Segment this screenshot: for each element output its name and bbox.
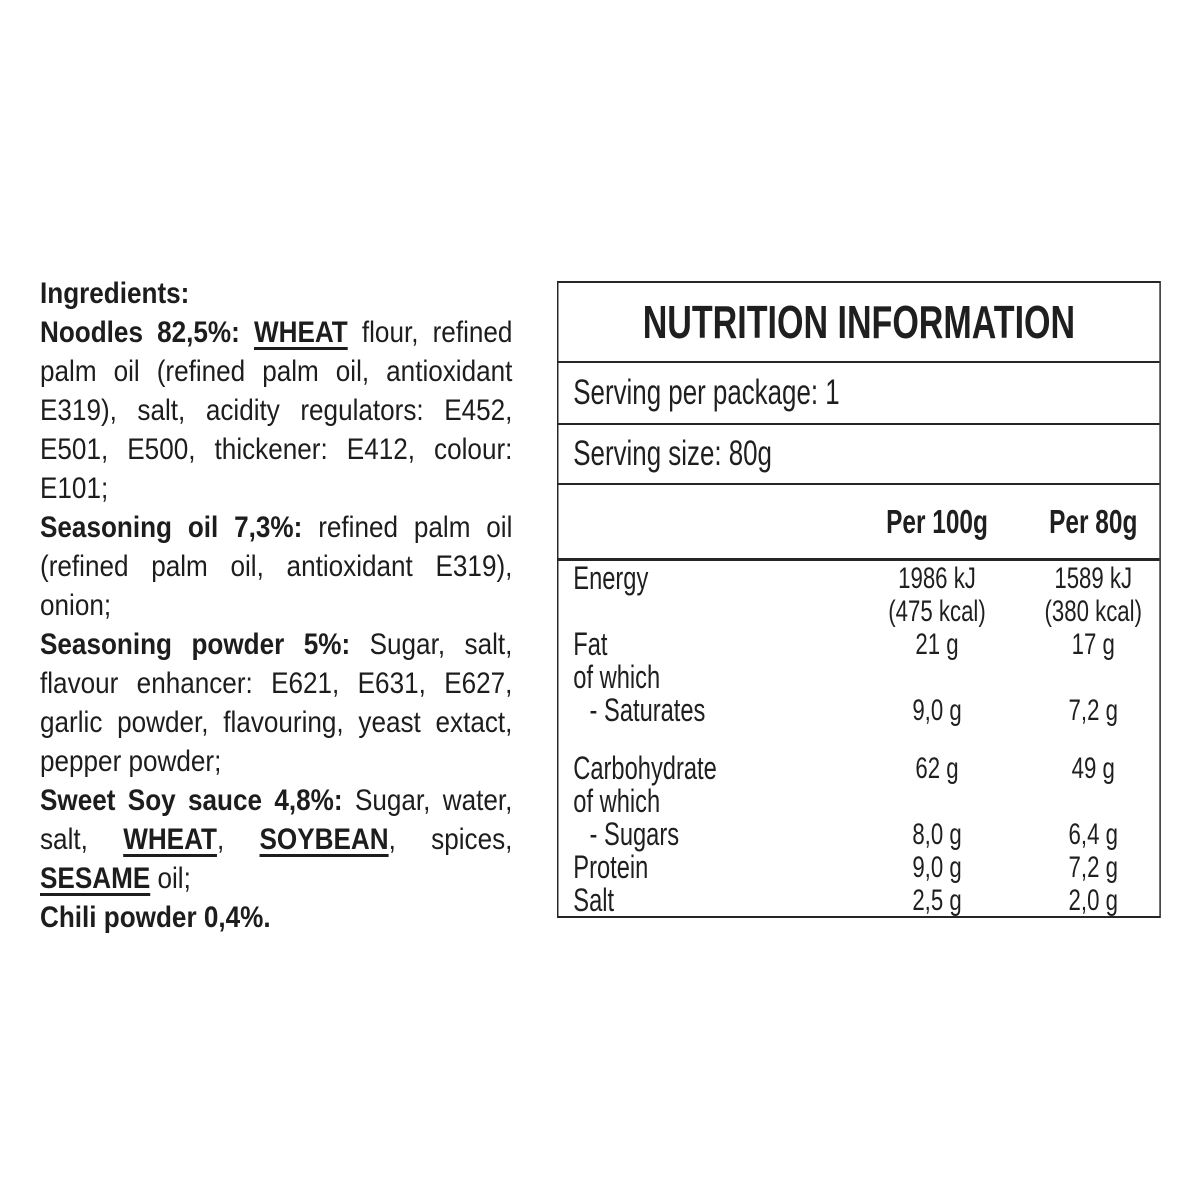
ingredient-label: Ingredients: (40, 277, 190, 310)
ingredient-text: oil; (150, 862, 191, 895)
ingredients-line: Noodles 82,5%: WHEAT flour, refined (40, 313, 512, 352)
allergen-text: SESAME (40, 862, 151, 895)
ingredient-text: E101; (40, 472, 109, 505)
ingredient-text: , spices, (388, 823, 513, 856)
nutrient-label: of which (573, 783, 661, 819)
ingredient-text: E501, E500, thickener: E412, colour: (40, 433, 513, 466)
ingredients-line: Ingredients: (40, 274, 512, 313)
nutrient-label: Fat (573, 626, 608, 662)
ingredients-line: pepper powder; (40, 742, 512, 781)
ingredient-label: Seasoning oil 7,3%: (40, 511, 319, 544)
column-header-per-100g: Per 100g (886, 502, 988, 540)
allergen-text: WHEAT (253, 316, 348, 349)
table-row: of which (558, 661, 1159, 694)
ingredient-text: Sugar, water, (354, 784, 513, 817)
ingredient-text: garlic powder, flavouring, yeast extact, (40, 706, 513, 739)
value-per-80g: 2,0 g (1068, 884, 1118, 916)
ingredients-line: Seasoning powder 5%: Sugar, salt, (40, 625, 512, 664)
value-per-100g: 62 g (915, 752, 959, 785)
ingredients-line: Sweet Soy sauce 4,8%: Sugar, water, (40, 781, 512, 820)
ingredients-line: E319), salt, acidity regulators: E452, (40, 391, 512, 430)
table-row: - Sugars 8,0 g 6,4 g (558, 816, 1159, 852)
nutrient-label: Protein (573, 849, 649, 885)
ingredients-section: Ingredients: Noodles 82,5%: WHEAT flour, … (40, 274, 512, 937)
nutrition-title: NUTRITION INFORMATION (558, 283, 1160, 363)
value-per-80g (1027, 785, 1159, 818)
value-per-80g: 49 g (1071, 752, 1115, 785)
ingredients-line: palm oil (refined palm oil, antioxidant (40, 352, 512, 391)
value-per-100g: 1986 kJ (898, 562, 976, 595)
table-row: of which (558, 785, 1159, 818)
allergen-text: WHEAT (123, 823, 217, 856)
table-row: Carbohydrate 62 g 49 g (558, 750, 1159, 786)
ingredient-text: salt, (40, 823, 124, 856)
allergen-text: SOYBEAN (259, 823, 389, 856)
ingredient-text: palm oil (refined palm oil, antioxidant (40, 355, 513, 388)
value-per-100g: 2,5 g (912, 884, 962, 916)
ingredients-line: flavour enhancer: E621, E631, E627, (40, 664, 512, 703)
ingredient-text: (refined palm oil, antioxidant E319), (40, 550, 513, 583)
value-per-100g: 21 g (915, 628, 959, 661)
column-header-row: Per 100g Per 80g (558, 485, 1160, 561)
ingredient-text: E319), salt, acidity regulators: E452, (40, 394, 513, 427)
ingredients-line: Chili powder 0,4%. (40, 898, 512, 937)
ingredients-line: SESAME oil; (40, 859, 512, 898)
serving-per-package: Serving per package: 1 (558, 363, 1160, 425)
ingredient-text: , (216, 823, 260, 856)
value-per-100g (847, 661, 1027, 694)
value-per-100g: 8,0 g (912, 818, 962, 851)
table-spacer (558, 727, 1159, 752)
nutrient-label: of which (573, 659, 661, 695)
value-per-80g: 7,2 g (1068, 851, 1118, 884)
value-per-100g: (475 kcal) (888, 595, 986, 628)
value-per-80g (1027, 661, 1159, 694)
ingredient-label: Seasoning powder 5%: (40, 628, 370, 661)
ingredients-line: E101; (40, 469, 512, 508)
ingredient-label: Noodles 82,5%: (40, 316, 254, 349)
ingredients-line: E501, E500, thickener: E412, colour: (40, 430, 512, 469)
ingredient-text: pepper powder; (40, 745, 222, 778)
value-per-100g: 9,0 g (912, 694, 962, 727)
nutrient-label: Salt (573, 882, 615, 917)
table-row: Energy 1986 kJ 1589 kJ (558, 561, 1159, 596)
ingredient-text: flour, refined (347, 316, 513, 349)
table-row: Salt 2,5 g 2,0 g (558, 882, 1159, 917)
table-row: - Saturates 9,0 g 7,2 g (558, 692, 1159, 728)
value-per-80g: (380 kcal) (1044, 595, 1142, 628)
nutrient-label: Carbohydrate (573, 750, 717, 786)
nutrient-label: - Saturates (589, 692, 706, 728)
ingredient-text: Sugar, salt, (369, 628, 513, 661)
ingredient-text: onion; (40, 589, 112, 622)
value-per-80g: 6,4 g (1068, 818, 1118, 851)
ingredient-text: refined palm oil (318, 511, 513, 544)
nutrient-label: Energy (573, 561, 649, 596)
ingredients-line: Seasoning oil 7,3%: refined palm oil (40, 508, 512, 547)
ingredient-label: Sweet Soy sauce 4,8%: (40, 784, 355, 817)
table-row: Protein 9,0 g 7,2 g (558, 849, 1159, 885)
ingredients-line: garlic powder, flavouring, yeast extact, (40, 703, 512, 742)
ingredients-line: salt, WHEAT, SOYBEAN, spices, (40, 820, 512, 859)
nutrition-body: Energy 1986 kJ 1589 kJ (475 kcal) (380 kcal)… (558, 561, 1159, 917)
nutrient-label: - Sugars (589, 816, 680, 852)
nutrition-section: NUTRITION INFORMATION Serving per packag… (557, 281, 1161, 918)
ingredients-line: onion; (40, 586, 512, 625)
value-per-100g: 9,0 g (912, 851, 962, 884)
nutrient-label (558, 595, 846, 628)
ingredients-line: (refined palm oil, antioxidant E319), (40, 547, 512, 586)
ingredient-text: flavour enhancer: E621, E631, E627, (40, 667, 513, 700)
value-per-80g: 17 g (1071, 628, 1115, 661)
nutrition-table: NUTRITION INFORMATION Serving per packag… (557, 281, 1161, 918)
ingredients-text: Ingredients: Noodles 82,5%: WHEAT flour, … (40, 274, 512, 937)
value-per-80g: 1589 kJ (1054, 562, 1133, 595)
column-header-per-80g: Per 80g (1049, 502, 1138, 540)
value-per-100g (847, 785, 1027, 818)
table-row: (475 kcal) (380 kcal) (558, 595, 1159, 628)
table-row: Fat 21 g 17 g (558, 626, 1159, 662)
value-per-80g: 7,2 g (1068, 694, 1118, 727)
serving-size: Serving size: 80g (558, 425, 1160, 485)
ingredient-label: Chili powder 0,4%. (40, 901, 271, 934)
